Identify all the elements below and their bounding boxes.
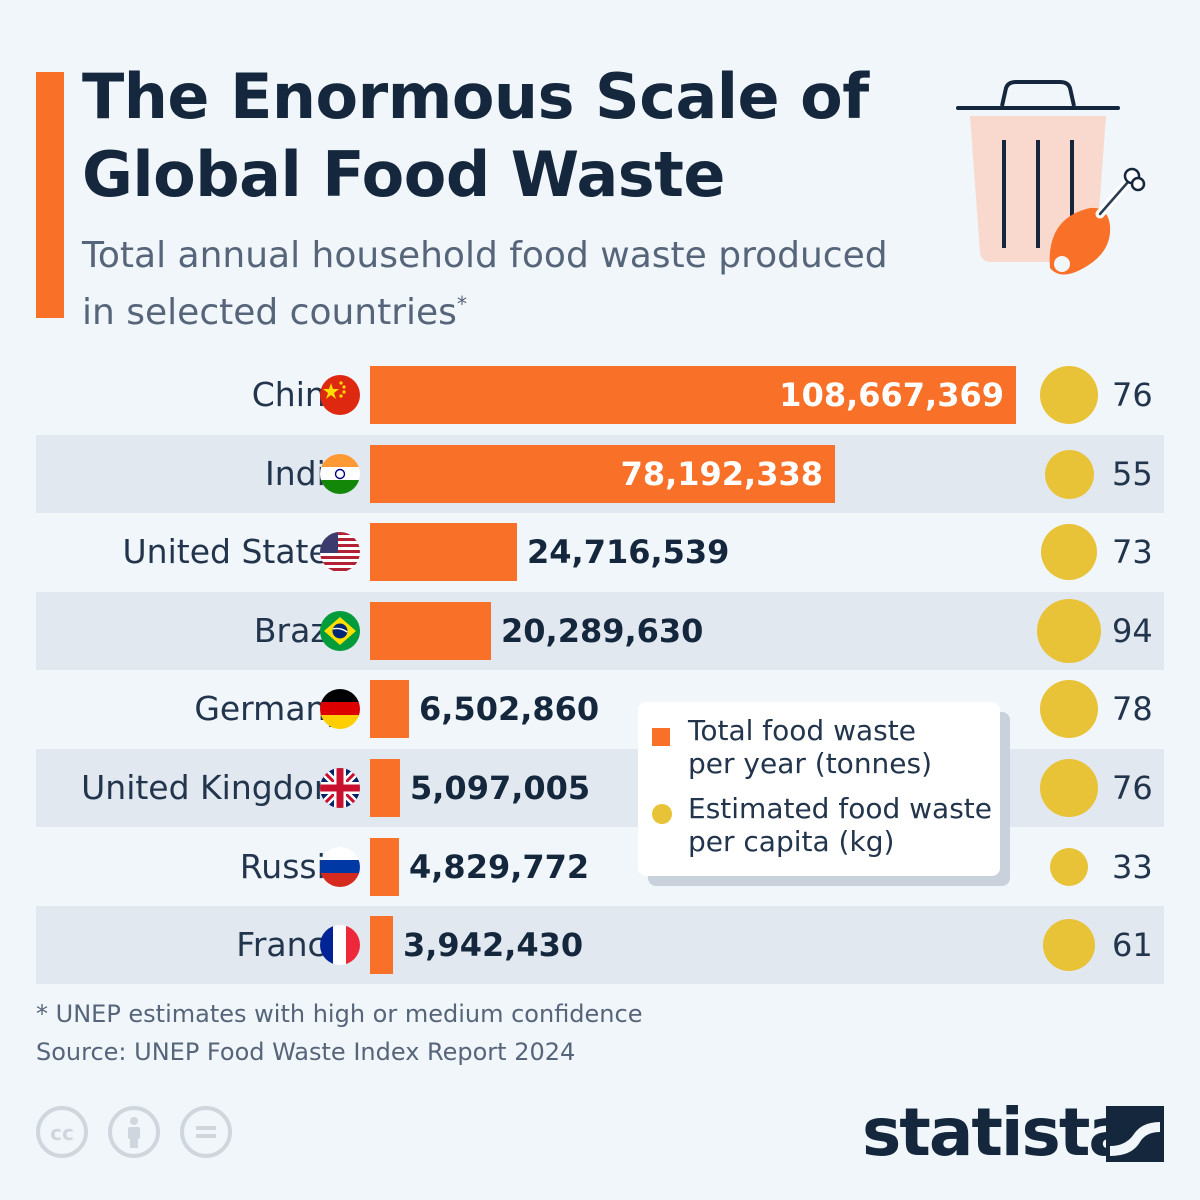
total-waste-value-label: 108,667,369 (779, 376, 1004, 414)
per-capita-value-label: 76 (1112, 376, 1153, 414)
legend-label-capita: Estimated food waste per capita (kg) (688, 792, 998, 858)
legend-swatch-capita (652, 804, 672, 824)
per-capita-bubble (1037, 599, 1101, 663)
legend-capita-line-1: Estimated food waste (688, 792, 992, 825)
chart-row: Russia 4,829,772 33 (36, 828, 1164, 906)
bar-chart: China 108,667,369 76 India 78,192,338 55 Unite… (36, 356, 1164, 984)
chart-row: Germany 6,502,860 78 (36, 670, 1164, 748)
total-waste-bar (370, 366, 1016, 424)
per-capita-bubble (1043, 919, 1095, 971)
creative-commons-icon[interactable]: cc (36, 1106, 88, 1158)
accent-bar (36, 72, 64, 318)
category-label: United Kingdom (81, 768, 346, 807)
legend-total-line-2: per year (tonnes) (688, 747, 933, 780)
russia-flag-icon (320, 847, 360, 887)
per-capita-value-label: 78 (1112, 690, 1153, 728)
legend-swatch-total (652, 728, 670, 746)
brazil-flag-icon (320, 611, 360, 651)
germany-flag-icon (320, 689, 360, 729)
chart-legend: Total food waste per year (tonnes) Estim… (638, 702, 1000, 876)
total-waste-bar (370, 680, 409, 738)
per-capita-bubble (1044, 449, 1094, 499)
subtitle-line-2: in selected countries (82, 292, 457, 333)
total-waste-bar (370, 759, 400, 817)
legend-total-line-1: Total food waste (688, 714, 916, 747)
total-waste-bar (370, 445, 835, 503)
total-waste-bar (370, 523, 517, 581)
total-waste-value-label: 6,502,860 (419, 690, 600, 728)
per-capita-bubble (1040, 759, 1098, 817)
chart-row: India 78,192,338 55 (36, 435, 1164, 513)
chart-row: China 108,667,369 76 (36, 356, 1164, 434)
per-capita-value-label: 94 (1112, 612, 1153, 650)
china-flag-icon (320, 375, 360, 415)
uk-flag-icon (320, 768, 360, 808)
source-note: Source: UNEP Food Waste Index Report 202… (36, 1038, 576, 1066)
per-capita-bubble (1050, 848, 1088, 886)
per-capita-value-label: 61 (1112, 926, 1153, 964)
chart-subtitle: Total annual household food waste produc… (82, 232, 942, 337)
india-flag-icon (320, 454, 360, 494)
france-flag-icon (320, 925, 360, 965)
trash-can-icon (956, 80, 1146, 275)
chicken-leg-icon (1049, 167, 1146, 275)
subtitle-line-1: Total annual household food waste produc… (82, 235, 888, 276)
per-capita-bubble (1041, 524, 1097, 580)
svg-text:cc: cc (50, 1121, 74, 1145)
legend-capita-line-2: per capita (kg) (688, 825, 895, 858)
statista-wordmark: statista (862, 1094, 1133, 1171)
title-line-1: The Enormous Scale of (82, 60, 869, 133)
chart-row: United States 24,716,539 73 (36, 513, 1164, 591)
no-derivatives-icon[interactable] (180, 1106, 232, 1158)
per-capita-value-label: 73 (1112, 533, 1153, 571)
subtitle-footnote-mark: * (456, 292, 467, 316)
total-waste-bar (370, 838, 399, 896)
usa-flag-icon (320, 532, 360, 572)
title-line-2: Global Food Waste (82, 138, 725, 211)
chart-row: Brazil 20,289,630 94 (36, 592, 1164, 670)
per-capita-value-label: 55 (1112, 455, 1153, 493)
total-waste-bar (370, 916, 393, 974)
total-waste-bar (370, 602, 491, 660)
total-waste-value-label: 24,716,539 (527, 533, 730, 571)
total-waste-value-label: 20,289,630 (501, 612, 704, 650)
chart-title: The Enormous Scale of Global Food Waste (82, 58, 942, 214)
total-waste-value-label: 4,829,772 (409, 848, 590, 886)
statista-logo[interactable]: statista (862, 1100, 1164, 1166)
per-capita-bubble (1040, 366, 1098, 424)
per-capita-bubble (1040, 680, 1098, 738)
statista-logo-icon (1106, 1106, 1164, 1162)
attribution-icon[interactable] (108, 1106, 160, 1158)
chart-row: France 3,942,430 61 (36, 906, 1164, 984)
per-capita-value-label: 76 (1112, 769, 1153, 807)
per-capita-value-label: 33 (1112, 848, 1153, 886)
total-waste-value-label: 5,097,005 (410, 769, 591, 807)
category-label: United States (122, 532, 346, 571)
footnote: * UNEP estimates with high or medium con… (36, 1000, 643, 1028)
total-waste-value-label: 3,942,430 (403, 926, 584, 964)
total-waste-value-label: 78,192,338 (620, 455, 823, 493)
legend-label-total: Total food waste per year (tonnes) (688, 714, 998, 780)
